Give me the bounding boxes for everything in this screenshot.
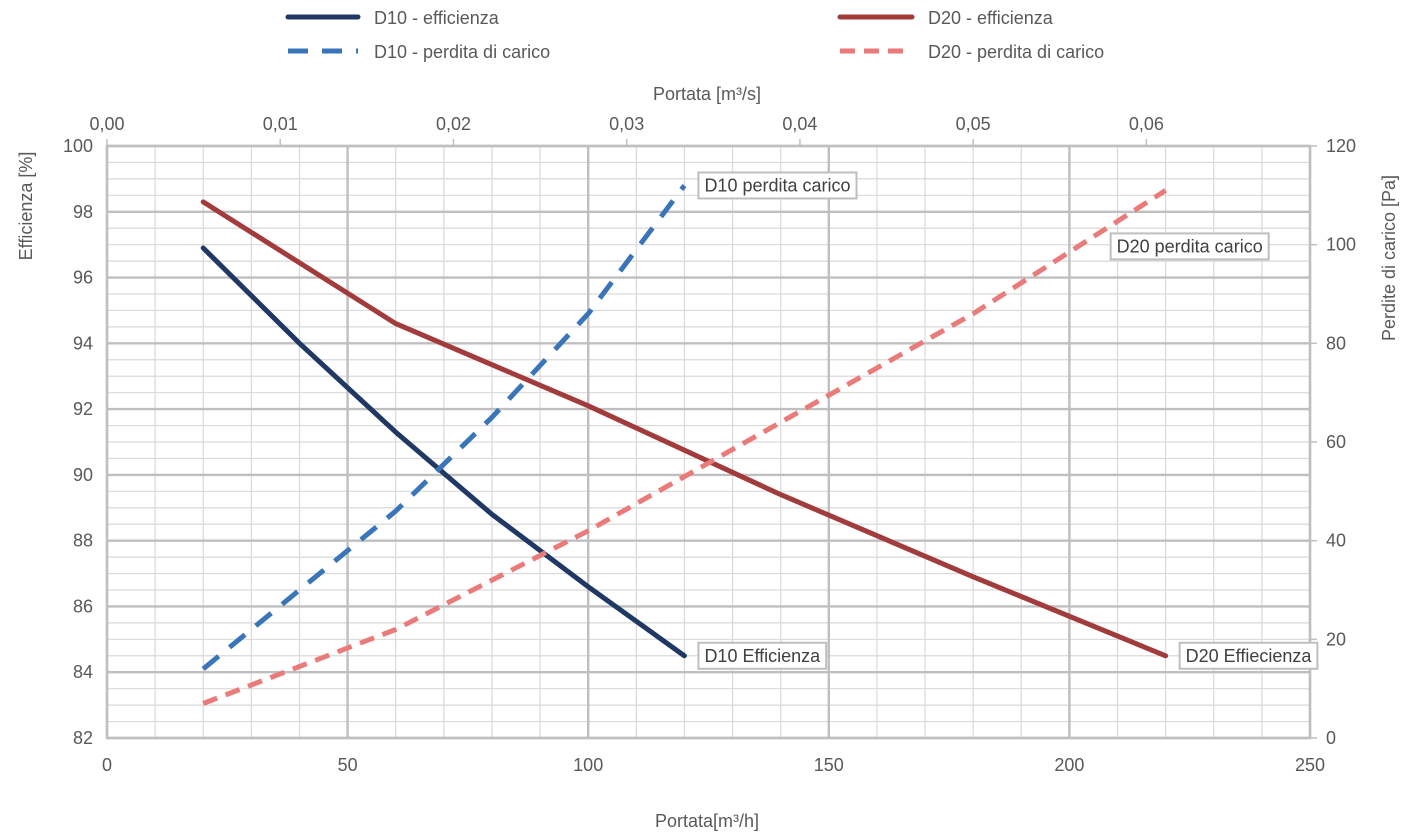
y-right-tick-label: 40: [1326, 531, 1346, 551]
y-left-tick-label: 92: [73, 399, 93, 419]
y-right-axis-title: Perdite di carico [Pa]: [1379, 175, 1399, 341]
x-top-tick-label: 0,01: [263, 114, 298, 134]
y-left-tick-label: 82: [73, 728, 93, 748]
y-right-tick-label: 0: [1326, 728, 1336, 748]
y-right-tick-label: 60: [1326, 432, 1346, 452]
x-top-tick-label: 0,02: [436, 114, 471, 134]
y-left-tick-label: 98: [73, 202, 93, 222]
x-top-tick-label: 0,00: [89, 114, 124, 134]
legend-label: D20 - perdita di carico: [928, 42, 1104, 62]
major-gridlines: [105, 139, 1317, 740]
y-right-tick-label: 120: [1326, 136, 1356, 156]
legend-label: D10 - perdita di carico: [374, 42, 550, 62]
callout-text: D10 perdita carico: [704, 175, 850, 195]
y-left-tick-label: 100: [63, 136, 93, 156]
y-left-tick-label: 94: [73, 333, 93, 353]
x-bottom-tick-label: 100: [573, 755, 603, 775]
series-line-d10-efficienza: [200, 245, 687, 659]
legend-label: D10 - efficienza: [374, 8, 500, 28]
series-line-d10-perdita-di-carico: [201, 183, 687, 671]
x-top-tick-label: 0,04: [782, 114, 817, 134]
callout-text: D20 Effiecienza: [1186, 646, 1313, 666]
y-left-axis-title: Efficienza [%]: [16, 152, 36, 261]
y-right-tick-label: 20: [1326, 629, 1346, 649]
callout-d20-effiecienza: D20 Effiecienza: [1178, 641, 1319, 670]
legend-entry: D10 - perdita di carico: [288, 42, 550, 62]
y-left-tick-label: 88: [73, 531, 93, 551]
y-right-tick-label: 100: [1326, 235, 1356, 255]
callout-text: D20 perdita carico: [1117, 236, 1263, 256]
y-left-tick-label: 86: [73, 596, 93, 616]
callout-box: [697, 171, 858, 200]
legend-entry: D20 - efficienza: [837, 8, 1054, 28]
callout-d10-efficienza: D10 Efficienza: [697, 641, 828, 670]
x-bottom-tick-label: 150: [814, 755, 844, 775]
x-bottom-axis-title: Portata[m³/h]: [655, 811, 759, 831]
x-top-tick-label: 0,06: [1129, 114, 1164, 134]
series-lines: [200, 183, 1169, 706]
callout-d10-perdita-carico: D10 perdita carico: [697, 171, 858, 200]
callout-box: [1109, 232, 1270, 261]
callout-box: [1178, 641, 1319, 670]
callout-d20-perdita-carico: D20 perdita carico: [1109, 232, 1270, 261]
y-left-tick-label: 84: [73, 662, 93, 682]
legend-label: D20 - efficienza: [928, 8, 1054, 28]
callout-text: D10 Efficienza: [704, 646, 821, 666]
x-bottom-tick-label: 250: [1295, 755, 1325, 775]
series-line-d20-perdita-di-carico: [202, 188, 1167, 706]
x-bottom-tick-label: 0: [102, 755, 112, 775]
x-top-tick-label: 0,05: [956, 114, 991, 134]
legend: D10 - efficienza D10 - perdita di carico D…: [285, 8, 1104, 62]
x-bottom-tick-label: 50: [338, 755, 358, 775]
x-top-axis-title: Portata [m³/s]: [653, 84, 761, 104]
legend-entry: D20 - perdita di carico: [840, 42, 1104, 62]
callout-box: [697, 641, 828, 670]
x-top-tick-label: 0,03: [609, 114, 644, 134]
y-left-tick-label: 96: [73, 268, 93, 288]
callout-labels: D10 perdita carico D20 perdita carico D10 …: [697, 171, 1319, 670]
y-right-tick-label: 80: [1326, 333, 1346, 353]
legend-entry: D10 - efficienza: [285, 8, 500, 28]
series-line-d20-efficienza: [200, 199, 1169, 659]
x-bottom-tick-label: 200: [1054, 755, 1084, 775]
y-left-tick-label: 90: [73, 465, 93, 485]
